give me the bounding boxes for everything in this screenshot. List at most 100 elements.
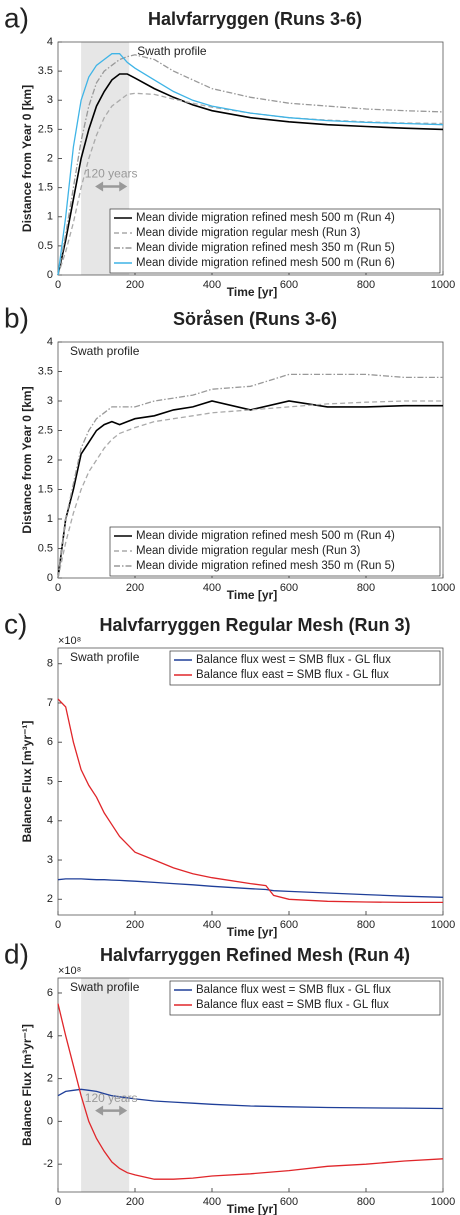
- series-line: [57, 1003, 444, 1180]
- legend-label: Mean divide migration refined mesh 500 m…: [136, 530, 395, 542]
- y-tick-label: -2: [43, 1158, 53, 1170]
- y-tick-label: 2: [47, 152, 53, 164]
- y-axis-label: Balance Flux [m³yr⁻¹]: [20, 721, 34, 843]
- x-tick-label: 0: [55, 1196, 61, 1208]
- x-axis-label: Time [yr]: [227, 588, 277, 602]
- x-tick-label: 800: [357, 919, 375, 931]
- y-tick-label: 0: [47, 572, 53, 584]
- legend-label: Mean divide migration refined mesh 500 m…: [136, 212, 395, 224]
- y-tick-label: 1: [47, 513, 53, 525]
- x-tick-label: 600: [280, 1196, 298, 1208]
- x-axis-label: Time [yr]: [227, 925, 277, 939]
- x-axis-label: Time [yr]: [227, 285, 277, 299]
- x-tick-label: 200: [126, 582, 144, 594]
- legend-label: Balance flux east = SMB flux - GL flux: [196, 669, 389, 681]
- y-tick-label: 2: [47, 1072, 53, 1084]
- y-tick-label: 0.5: [38, 240, 53, 252]
- panel-label: a): [4, 2, 29, 33]
- legend-label: Balance flux west = SMB flux - GL flux: [196, 654, 391, 666]
- series-line: [57, 373, 443, 579]
- span-label: 120 years: [85, 1091, 138, 1105]
- y-tick-label: 1: [47, 211, 53, 223]
- y-tick-label: 3.5: [38, 365, 53, 377]
- x-tick-label: 800: [357, 582, 375, 594]
- y-tick-label: 3: [47, 395, 53, 407]
- panel-label: d): [4, 938, 29, 969]
- legend-label: Mean divide migration refined mesh 500 m…: [136, 257, 395, 269]
- y-tick-label: 3.5: [38, 65, 53, 77]
- x-tick-label: 600: [280, 279, 298, 291]
- chart-title: Halvfarryggen (Runs 3-6): [148, 9, 362, 29]
- annotation: Swath profile: [137, 44, 207, 58]
- legend-label: Mean divide migration refined mesh 350 m…: [136, 242, 395, 254]
- annotation: Swath profile: [70, 344, 140, 358]
- y-tick-label: 0.5: [38, 542, 53, 554]
- series-line: [57, 53, 444, 276]
- legend-box: [109, 526, 441, 577]
- legend-label: Balance flux east = SMB flux - GL flux: [196, 999, 389, 1011]
- chart-title: Halvfarryggen Refined Mesh (Run 4): [100, 945, 410, 965]
- x-tick-label: 1000: [431, 919, 455, 931]
- y-axis-label: Balance Flux [m³yr⁻¹]: [20, 1024, 34, 1146]
- legend-label: Mean divide migration regular mesh (Run …: [136, 227, 361, 239]
- y-tick-label: 2: [47, 454, 53, 466]
- y-tick-label: 2.5: [38, 123, 53, 135]
- x-axis-label: Time [yr]: [227, 1202, 277, 1215]
- span-label: 120 years: [85, 167, 138, 181]
- y-tick-label: 6: [47, 987, 53, 999]
- plot-frame: [57, 977, 444, 1193]
- arrow-head: [95, 181, 128, 192]
- y-tick-label: 3: [47, 94, 53, 106]
- x-tick-label: 400: [203, 1196, 221, 1208]
- panel-label: b): [4, 302, 29, 333]
- y-tick-label: 4: [47, 336, 53, 348]
- y-tick-label: 0: [47, 269, 53, 281]
- x-tick-label: 400: [203, 582, 221, 594]
- y-tick-label: 6: [47, 736, 53, 748]
- series-line: [57, 878, 444, 898]
- legend-box: [169, 980, 441, 1016]
- annotation: Swath profile: [70, 980, 140, 994]
- y-tick-label: 2.5: [38, 424, 53, 436]
- series-line: [57, 54, 444, 276]
- y-tick-label: 5: [47, 775, 53, 787]
- series-line: [57, 400, 443, 579]
- x-tick-label: 600: [280, 582, 298, 594]
- panel-label: c): [4, 608, 27, 639]
- shaded-span: [81, 978, 130, 1192]
- legend-box: [169, 650, 441, 686]
- y-tick-label: 3: [47, 854, 53, 866]
- legend-label: Mean divide migration regular mesh (Run …: [136, 545, 361, 557]
- y-tick-label: 1.5: [38, 483, 53, 495]
- legend-box: [109, 208, 441, 274]
- y-multiplier: ×10⁸: [58, 965, 81, 977]
- y-tick-label: 0: [47, 1115, 53, 1127]
- series-line: [57, 1088, 444, 1110]
- y-tick-label: 7: [47, 697, 53, 709]
- series-line: [57, 698, 443, 904]
- legend-label: Mean divide migration refined mesh 350 m…: [136, 560, 395, 572]
- y-tick-label: 4: [47, 1030, 53, 1042]
- plot-frame: [57, 647, 444, 916]
- chart-title: Söråsen (Runs 3-6): [173, 309, 337, 329]
- y-axis-label: Distance from Year 0 [km]: [20, 85, 34, 232]
- series-line: [57, 400, 443, 579]
- y-axis-label: Distance from Year 0 [km]: [20, 386, 34, 533]
- arrow-head: [95, 1105, 128, 1116]
- x-tick-label: 400: [203, 919, 221, 931]
- x-tick-label: 600: [280, 919, 298, 931]
- x-tick-label: 1000: [431, 279, 455, 291]
- annotation: Swath profile: [70, 650, 140, 664]
- x-tick-label: 1000: [431, 1196, 455, 1208]
- y-multiplier: ×10⁸: [58, 635, 81, 647]
- legend-label: Balance flux west = SMB flux - GL flux: [196, 984, 391, 996]
- y-tick-label: 4: [47, 815, 53, 827]
- x-tick-label: 0: [55, 919, 61, 931]
- y-tick-label: 8: [47, 658, 53, 670]
- x-tick-label: 200: [126, 1196, 144, 1208]
- x-tick-label: 1000: [431, 582, 455, 594]
- x-tick-label: 400: [203, 279, 221, 291]
- y-tick-label: 4: [47, 36, 53, 48]
- chart-title: Halvfarryggen Regular Mesh (Run 3): [99, 615, 410, 635]
- x-tick-label: 200: [126, 919, 144, 931]
